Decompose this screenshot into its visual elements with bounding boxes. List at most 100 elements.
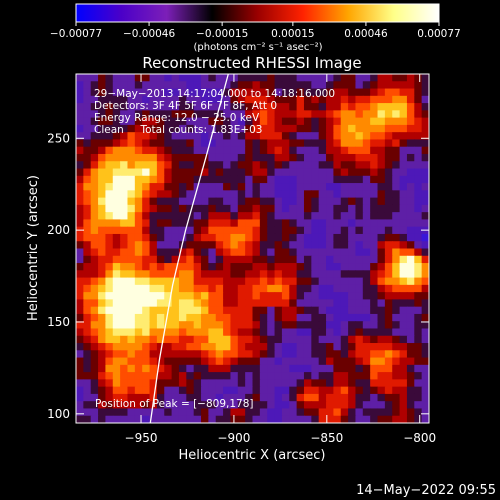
heatmap-cell — [245, 401, 254, 410]
heatmap-cell — [333, 161, 342, 170]
heatmap-cell — [296, 161, 305, 170]
heatmap-cell — [186, 357, 195, 366]
heatmap-cell — [384, 190, 393, 199]
heatmap-cell — [377, 183, 386, 191]
heatmap-cell — [127, 212, 136, 221]
heatmap-cell — [399, 95, 408, 104]
heatmap-cell — [83, 292, 92, 300]
heatmap-cell — [274, 263, 283, 271]
heatmap-cell — [289, 313, 298, 322]
heatmap-cell — [105, 197, 114, 206]
heatmap-cell — [348, 313, 357, 322]
heatmap-cell — [178, 153, 187, 162]
heatmap-cell — [362, 81, 371, 90]
heatmap-cell — [296, 299, 305, 308]
heatmap-cell — [355, 270, 364, 279]
heatmap-cell — [303, 321, 312, 330]
heatmap-cell — [348, 124, 357, 133]
heatmap-cell — [311, 175, 320, 184]
heatmap-cell — [303, 328, 312, 337]
heatmap-cell — [362, 241, 371, 250]
heatmap-cell — [289, 190, 298, 199]
heatmap-cell — [384, 161, 393, 170]
heatmap-cell — [164, 255, 173, 264]
y-axis-label: Heliocentric Y (arcsec) — [26, 175, 41, 321]
colorbar-tick-label: 0.00077 — [417, 28, 460, 40]
heatmap-cell — [296, 233, 305, 242]
heatmap-cell — [348, 328, 357, 337]
heatmap-cell — [164, 241, 173, 250]
heatmap-cell — [186, 168, 195, 177]
heatmap-cell — [230, 263, 239, 271]
heatmap-cell — [164, 277, 173, 286]
heatmap-cell — [384, 313, 393, 322]
heatmap-cell — [392, 408, 401, 417]
heatmap-cell — [362, 350, 371, 359]
heatmap-cell — [348, 241, 357, 250]
heatmap-cell — [186, 190, 195, 199]
heatmap-cell — [370, 161, 379, 170]
heatmap-cell — [201, 233, 209, 242]
heatmap-cell — [355, 197, 364, 206]
heatmap-cell — [406, 364, 415, 373]
heatmap-cell — [406, 357, 415, 366]
colorbar-tick-label: 0.00046 — [344, 28, 388, 40]
heatmap-cell — [406, 321, 415, 330]
heatmap-cell — [156, 299, 165, 308]
heatmap-cell — [289, 401, 298, 410]
heatmap-cell — [318, 226, 327, 235]
heatmap-cell — [142, 393, 151, 402]
heatmap-cell — [76, 110, 84, 119]
heatmap-cell — [90, 110, 99, 119]
heatmap-cell — [223, 255, 232, 264]
heatmap-cell — [134, 175, 143, 184]
heatmap-cell — [76, 153, 84, 162]
heatmap-cell — [267, 270, 276, 279]
heatmap-cell — [149, 284, 158, 293]
heatmap-cell — [355, 190, 364, 199]
heatmap-cell — [112, 197, 121, 206]
peak-position-label: Position of Peak = [−809,178] — [95, 398, 254, 410]
heatmap-cell — [208, 183, 217, 191]
heatmap-cell — [98, 110, 107, 119]
heatmap-cell — [156, 103, 165, 111]
heatmap-cell — [392, 379, 401, 388]
colorbar-tick-label: −0.00077 — [50, 28, 102, 40]
heatmap-cell — [326, 408, 334, 417]
heatmap-cell — [164, 248, 173, 257]
heatmap-cell — [83, 364, 92, 373]
heatmap-cell — [267, 168, 276, 177]
heatmap-cell — [134, 401, 143, 410]
heatmap-cell — [223, 386, 232, 395]
heatmap-cell — [377, 132, 386, 141]
heatmap-cell — [274, 124, 283, 133]
heatmap-cell — [120, 197, 129, 206]
heatmap-cell — [377, 270, 386, 279]
heatmap-cell — [362, 408, 371, 417]
heatmap-cell — [259, 117, 268, 126]
heatmap-cell — [362, 270, 371, 279]
heatmap-cell — [237, 153, 246, 162]
heatmap-cell — [318, 393, 327, 402]
plot-frame — [75, 73, 430, 424]
heatmap-cell — [245, 415, 254, 423]
heatmap-cell — [105, 117, 114, 126]
heatmap-cell — [201, 226, 209, 235]
heatmap-cell — [406, 110, 415, 119]
heatmap-cell — [76, 299, 84, 308]
heatmap-cell — [223, 277, 232, 286]
heatmap-cell — [384, 81, 393, 90]
heatmap-cell — [348, 197, 357, 206]
heatmap-cell — [120, 132, 129, 141]
heatmap-cell — [333, 110, 342, 119]
heatmap-cell — [392, 139, 401, 148]
heatmap-cell — [156, 357, 165, 366]
heatmap-cell — [178, 386, 187, 395]
heatmap-cell — [281, 81, 290, 90]
heatmap-cell — [377, 263, 386, 271]
heatmap-cell — [274, 328, 283, 337]
heatmap-cell — [223, 168, 232, 177]
heatmap-cell — [237, 401, 246, 410]
heatmap-cell — [340, 161, 349, 170]
heatmap-cell — [296, 175, 305, 184]
